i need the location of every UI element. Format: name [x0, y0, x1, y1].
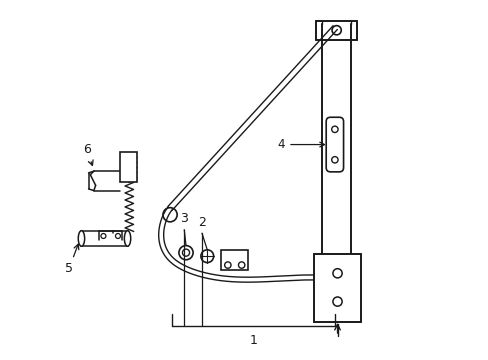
Bar [221, 250, 247, 270]
Text: 4: 4 [277, 138, 324, 151]
Bar [313, 255, 361, 322]
Text: 1: 1 [249, 334, 257, 347]
Text: 3: 3 [180, 212, 188, 225]
Ellipse shape [78, 231, 84, 246]
FancyBboxPatch shape [325, 117, 343, 172]
Text: 5: 5 [65, 244, 79, 275]
Bar [120, 152, 137, 182]
Text: 6: 6 [82, 143, 93, 166]
Ellipse shape [124, 231, 130, 246]
Text: 2: 2 [198, 216, 205, 229]
